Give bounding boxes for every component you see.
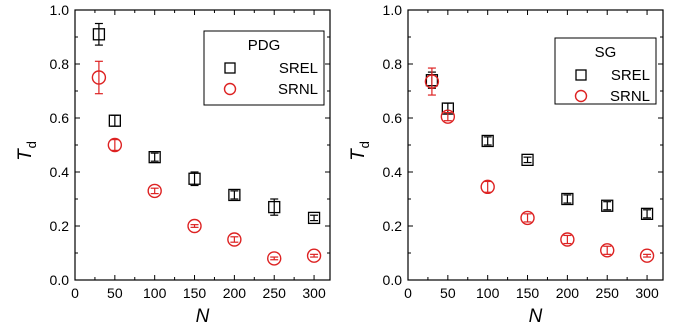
data-point-circle [639, 248, 655, 263]
legend-box [554, 37, 657, 105]
y-tick-label: 0.6 [50, 110, 70, 126]
x-tick-label: 50 [107, 285, 123, 301]
data-point-circle [424, 74, 440, 89]
data-point-circle [560, 232, 575, 247]
data-point-square [188, 172, 201, 185]
x-tick-label: 250 [263, 285, 287, 301]
data-point-square [108, 114, 121, 127]
y-tick-label: 0.8 [383, 56, 403, 72]
y-tick-label: 0.2 [50, 218, 70, 234]
data-point-square [268, 200, 281, 214]
y-tick-label: 1.0 [383, 2, 403, 18]
x-tick-label: 300 [635, 285, 659, 301]
y-tick-label: 1.0 [50, 2, 70, 18]
x-tick-label: 100 [476, 285, 500, 301]
series-srnl [424, 67, 655, 263]
x-tick-label: 250 [596, 285, 620, 301]
x-axis-label: N [529, 306, 543, 327]
y-tick-label: 0.8 [50, 56, 70, 72]
y-tick-label: 0.6 [383, 110, 403, 126]
series-srnl [91, 60, 322, 266]
x-tick-label: 100 [143, 285, 167, 301]
data-point-square [228, 188, 241, 202]
data-point-square [307, 211, 321, 225]
legend-title: PDG [248, 37, 281, 54]
legend: SG SREL SRNL [554, 37, 657, 105]
legend-box [203, 30, 325, 106]
x-axis-label: N [196, 306, 210, 327]
x-tick-label: 0 [404, 285, 412, 301]
data-point-circle [187, 218, 202, 234]
data-point-square [640, 207, 654, 221]
legend-label: SRNL [278, 81, 318, 98]
y-tick-label: 0.4 [50, 164, 70, 180]
y-axis-label-main: T [348, 148, 369, 161]
y-axis-label: Td [348, 141, 372, 161]
data-point-square [92, 28, 106, 41]
data-point-circle [600, 243, 615, 258]
legend-marker-circle [223, 82, 237, 96]
y-tick-label: 0.0 [383, 272, 403, 288]
data-point-circle [147, 183, 162, 199]
data-point-circle [306, 248, 322, 263]
y-tick-label: 0.4 [383, 164, 403, 180]
y-axis-label: Td [15, 141, 39, 161]
x-tick-label: 300 [302, 285, 326, 301]
x-tick-label: 200 [556, 285, 580, 301]
data-point-circle [227, 232, 242, 247]
data-point-square [481, 134, 494, 148]
data-point-circle [480, 179, 495, 195]
data-point-circle [520, 210, 535, 226]
series-srel [425, 71, 654, 221]
y-axis-label-subscript: d [24, 141, 39, 148]
y-axis-label-subscript: d [357, 141, 372, 148]
legend: PDG SREL SRNL [203, 30, 325, 106]
data-point-square [561, 192, 574, 206]
y-tick-label: 0.2 [383, 218, 403, 234]
x-tick-label: 200 [223, 285, 247, 301]
y-tick-label: 0.0 [50, 272, 70, 288]
data-point-square [148, 150, 161, 164]
legend-marker-circle [574, 89, 588, 103]
x-tick-label: 0 [71, 285, 79, 301]
data-point-circle [107, 137, 123, 153]
data-point-circle [440, 109, 456, 124]
legend-label: SREL [611, 67, 650, 84]
chart-panel-2: 0 50 100 150 200 250 300 0.0 0.2 0.4 0.6 0.8 1.0 N Td S… [348, 2, 664, 327]
legend-label: SRNL [610, 88, 650, 105]
x-tick-label: 150 [183, 285, 207, 301]
data-point-circle [91, 70, 107, 85]
x-tick-label: 50 [440, 285, 456, 301]
data-point-square [601, 199, 614, 212]
series-srel [92, 22, 321, 225]
y-axis-label-main: T [15, 148, 36, 161]
data-point-circle [267, 251, 282, 266]
data-point-square [521, 153, 534, 167]
legend-label: SREL [279, 60, 318, 77]
x-tick-label: 150 [516, 285, 540, 301]
chart-panel-1: 0 50 100 150 200 250 300 0.0 0.2 0.4 0.6 0.8 1.0 N Td P… [15, 2, 331, 327]
legend-marker-square [575, 69, 587, 81]
legend-marker-square [224, 62, 236, 74]
legend-title: SG [595, 44, 617, 61]
